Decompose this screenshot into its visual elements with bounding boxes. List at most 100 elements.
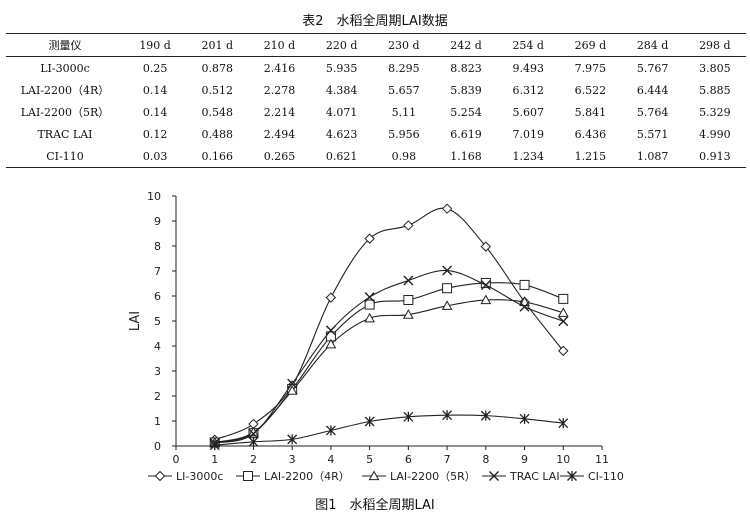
table-row: LI-3000c 0.25 0.878 2.416 5.935 8.295 8.823 9.4… <box>6 57 746 80</box>
x-tick-label: 3 <box>289 453 296 466</box>
header-cell: 269 d <box>574 38 607 52</box>
data-point <box>480 241 492 252</box>
instrument-name-cell: LI-3000c <box>40 61 90 75</box>
legend-label: LAI-2200（4R） <box>264 470 350 483</box>
lai-value-cell: 0.548 <box>201 105 234 119</box>
y-tick-label: 5 <box>154 315 161 328</box>
data-point <box>403 411 414 422</box>
x-tick-label: 9 <box>521 453 528 466</box>
lai-value-cell: 5.885 <box>699 83 731 97</box>
data-point <box>558 293 569 304</box>
series-line <box>214 207 564 441</box>
lai-value-cell: 5.607 <box>512 105 544 119</box>
legend-label: TRAC LAI <box>509 470 560 483</box>
data-point <box>519 279 530 290</box>
data-point <box>286 385 298 395</box>
data-point <box>442 283 453 294</box>
x-tick-label: 0 <box>173 453 180 466</box>
lai-value-cell: 5.841 <box>574 105 607 119</box>
legend-marker <box>154 470 166 482</box>
lai-value-cell: 7.975 <box>574 61 607 75</box>
data-point <box>287 434 298 445</box>
instrument-name-cell: CI-110 <box>46 149 84 163</box>
lai-value-cell: 4.384 <box>325 83 358 97</box>
header-cell: 254 d <box>512 38 544 52</box>
y-tick-label: 4 <box>154 340 161 353</box>
lai-line-chart: 0 1 2 3 4 5 6 7 8 9 10 11 0 1 2 3 4 5 6 7 8 9 10 LAI LI-3000c LAI… <box>0 180 750 490</box>
table-row: LAI-2200（4R） 0.14 0.512 2.278 4.384 5.657 5.83… <box>6 79 746 101</box>
data-point <box>248 436 259 447</box>
data-point <box>519 296 530 306</box>
figure-caption: 图1 水稻全周期LAI <box>315 498 435 513</box>
lai-value-cell: 0.621 <box>325 149 358 163</box>
lai-value-cell: 1.234 <box>512 149 544 163</box>
lai-value-cell: 5.839 <box>450 83 482 97</box>
header-cell: 220 d <box>325 38 358 52</box>
lai-value-cell: 6.522 <box>574 83 607 97</box>
lai-value-cell: 5.254 <box>450 105 482 119</box>
header-cell: 201 d <box>201 38 234 52</box>
header-cell: 284 d <box>636 38 669 52</box>
x-tick-label: 5 <box>366 453 373 466</box>
data-point <box>248 428 259 439</box>
lai-value-cell: 0.14 <box>142 105 168 119</box>
y-tick-label: 1 <box>154 415 161 428</box>
data-point <box>480 410 491 421</box>
table-row: TRAC LAI 0.12 0.488 2.494 4.623 5.956 6.619 7.0… <box>6 123 746 145</box>
lai-value-cell: 7.019 <box>512 127 544 141</box>
data-point <box>441 203 453 214</box>
lai-value-cell: 2.278 <box>263 83 296 97</box>
lai-value-cell: 0.488 <box>201 127 234 141</box>
y-tick-label: 8 <box>154 240 161 253</box>
lai-value-cell: 4.990 <box>699 127 731 141</box>
x-tick-label: 6 <box>405 453 412 466</box>
data-point <box>287 378 298 389</box>
data-point <box>325 338 337 349</box>
x-tick-label: 11 <box>595 453 609 466</box>
table-body: LI-3000c 0.25 0.878 2.416 5.935 8.295 8.823 9.4… <box>6 57 746 168</box>
lai-value-cell: 8.823 <box>450 61 482 75</box>
header-cell: 190 d <box>139 38 171 52</box>
lai-value-cell: 6.444 <box>636 83 669 97</box>
header-cell: 230 d <box>388 38 420 52</box>
lai-value-cell: 5.935 <box>325 61 358 75</box>
y-tick-label: 0 <box>154 440 161 453</box>
lai-value-cell: 8.295 <box>388 61 420 75</box>
lai-value-cell: 2.416 <box>263 61 296 75</box>
table-title: 表2 水稻全周期LAI数据 <box>302 14 448 29</box>
series-line <box>214 269 564 444</box>
lai-value-cell: 2.214 <box>263 105 296 119</box>
lai-value-cell: 5.767 <box>636 61 669 75</box>
lai-value-cell: 0.03 <box>142 149 168 163</box>
data-point <box>364 312 375 323</box>
lai-value-cell: 5.11 <box>391 105 417 119</box>
lai-value-cell: 6.436 <box>574 127 607 141</box>
chart-svg: 0 1 2 3 4 5 6 7 8 9 10 11 0 1 2 3 4 5 6 7 8 9 10 LAI LI-3000c LAI… <box>128 190 624 483</box>
x-tick-label: 10 <box>556 453 570 466</box>
y-tick-label: 10 <box>147 190 161 203</box>
data-point <box>442 410 453 421</box>
instrument-name-cell: LAI-2200（5R） <box>20 106 110 119</box>
instrument-name-cell: LAI-2200（4R） <box>20 84 110 97</box>
y-tick-label: 7 <box>154 265 161 278</box>
table-header-row: 测量仪 190 d 201 d 210 d 220 d 230 d 242 d … <box>6 33 746 57</box>
data-point <box>403 275 414 286</box>
data-point <box>558 418 569 429</box>
x-tick-label: 1 <box>211 453 218 466</box>
data-point <box>480 294 492 305</box>
legend-marker <box>489 471 499 481</box>
header-cell: 测量仪 <box>48 39 82 52</box>
data-point <box>325 292 337 303</box>
data-point <box>442 265 453 276</box>
lai-value-cell: 5.657 <box>388 83 420 97</box>
table-row: CI-110 0.03 0.166 0.265 0.621 0.98 1.168 1.234 1… <box>6 145 746 168</box>
data-point <box>403 295 414 306</box>
y-tick-label: 3 <box>154 365 161 378</box>
lai-value-cell: 3.805 <box>699 61 731 75</box>
table-row: LAI-2200（5R） 0.14 0.548 2.214 4.071 5.11 5.254… <box>6 101 746 123</box>
data-point <box>441 300 453 310</box>
lai-value-cell: 1.168 <box>450 149 482 163</box>
lai-value-cell: 0.166 <box>201 149 234 163</box>
series-line <box>214 414 564 446</box>
header-cell: 298 d <box>699 38 731 52</box>
